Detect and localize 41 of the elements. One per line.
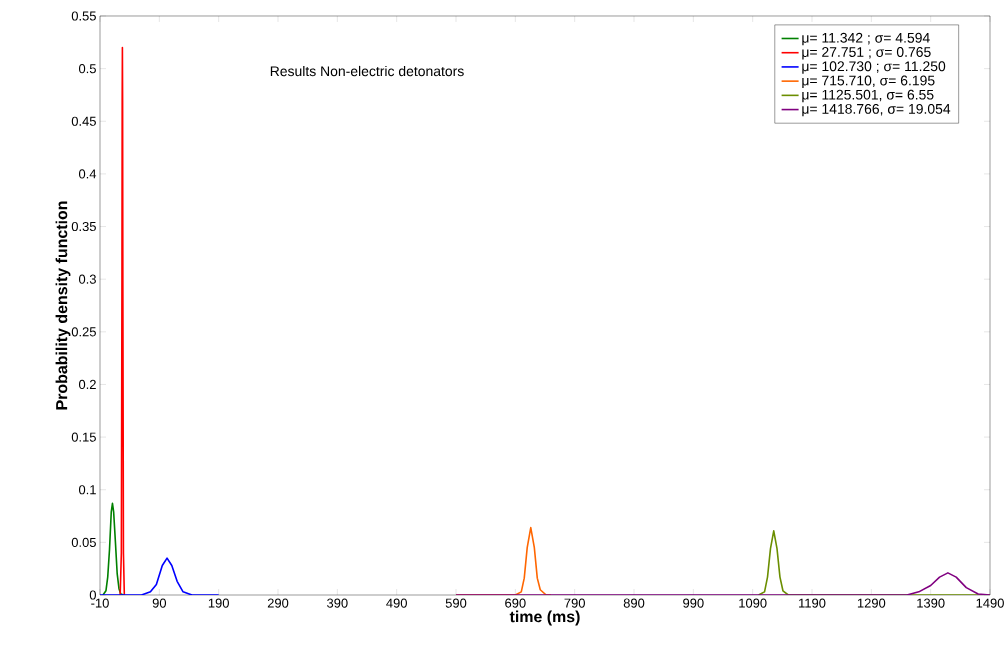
legend-label: μ= 11.342 ; σ= 4.594 (802, 32, 930, 46)
x-tick-label: 90 (152, 598, 167, 608)
line-series (100, 557, 220, 595)
y-tick-label: 0 (89, 590, 96, 600)
line-series (119, 46, 126, 595)
legend-label: μ= 715.710, σ= 6.195 (802, 75, 935, 88)
x-tick-label: 790 (564, 598, 585, 608)
x-tick-label: 1090 (739, 598, 767, 608)
x-tick-label: 390 (327, 598, 348, 608)
y-tick-label: 0.5 (78, 64, 96, 74)
x-tick-label: 690 (505, 598, 526, 608)
y-tick-label: 0.3 (78, 274, 96, 284)
x-tick-label: -10 (91, 598, 109, 608)
line-series (455, 572, 991, 595)
x-tick-label: 490 (386, 598, 407, 608)
line-series (102, 502, 125, 595)
x-tick-label: 1390 (917, 598, 945, 608)
y-tick-label: 0.05 (71, 537, 96, 547)
legend-label: μ= 1418.766, σ= 19.054 (802, 103, 951, 117)
x-tick-label: 990 (683, 598, 704, 608)
x-tick-label: 1190 (799, 598, 826, 608)
y-tick-label: 0.1 (78, 485, 96, 495)
x-axis-title: time (ms) (509, 610, 580, 626)
y-tick-label: 0.15 (71, 432, 96, 442)
x-tick-label: 190 (208, 598, 229, 608)
legend-label: μ= 102.730 ; σ= 11.250 (802, 61, 946, 74)
x-tick-label: 290 (267, 598, 289, 608)
y-tick-label: 0.35 (71, 221, 96, 232)
legend-label: μ= 1125.501, σ= 6.55 (802, 89, 934, 103)
x-tick-label: 590 (445, 598, 467, 608)
y-tick-label: 0.25 (71, 327, 96, 337)
y-tick-label: 0.4 (78, 169, 97, 179)
legend-label: μ= 27.751 ; σ= 0.765 (802, 47, 931, 60)
x-tick-label: 890 (623, 598, 645, 608)
y-tick-label: 0.2 (78, 379, 96, 390)
x-tick-label: 1290 (857, 598, 886, 608)
y-tick-label: 0.55 (71, 11, 96, 21)
annotation: Results Non-electric detonators (270, 65, 464, 77)
y-tick-label: 0.45 (71, 116, 96, 126)
x-tick-label: 1490 (976, 598, 1004, 608)
y-axis-title: Probability density function (55, 201, 71, 410)
